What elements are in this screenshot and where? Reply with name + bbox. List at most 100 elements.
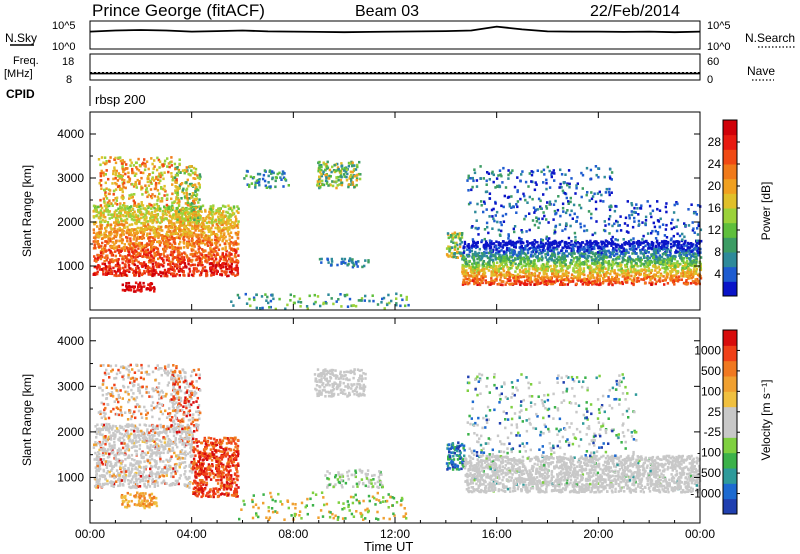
noise-sky-series: [89, 25, 701, 34]
range-cell: [517, 264, 520, 267]
range-cell: [197, 261, 200, 265]
range-cell: [210, 266, 213, 270]
range-cell: [283, 177, 287, 181]
range-cell: [663, 261, 666, 265]
range-cell: [680, 274, 683, 278]
range-cell: [611, 241, 615, 244]
range-cell: [129, 158, 132, 162]
range-cell: [119, 254, 122, 257]
range-cell: [113, 221, 116, 224]
range-cell: [358, 177, 362, 181]
range-cell: [137, 247, 140, 250]
range-cell: [489, 256, 492, 260]
range-cell: [490, 277, 493, 280]
range-cell: [199, 223, 202, 226]
range-cell: [219, 221, 223, 225]
noise-left-tick-bottom: 10^0: [52, 41, 76, 53]
range-cell: [662, 240, 666, 244]
range-cell: [135, 172, 138, 176]
range-cell: [109, 258, 112, 262]
range-cell: [202, 217, 205, 220]
range-cell: [669, 264, 672, 267]
range-cell: [171, 178, 174, 182]
range-cell: [167, 263, 170, 266]
range-cell: [146, 180, 149, 184]
range-cell: [632, 282, 635, 285]
range-cell: [272, 297, 275, 301]
range-cell: [159, 207, 162, 210]
range-cell: [139, 171, 143, 174]
range-cell: [473, 259, 476, 262]
range-cell: [524, 264, 527, 268]
range-cell: [207, 215, 210, 218]
range-cell: [124, 256, 128, 260]
range-cell: [555, 242, 558, 245]
range-cell: [194, 216, 197, 220]
range-cell: [151, 267, 155, 270]
range-cell: [583, 273, 586, 277]
range-cell: [464, 275, 467, 278]
range-cell: [540, 258, 544, 262]
range-cell: [119, 223, 122, 226]
range-cell: [598, 269, 601, 272]
range-cell: [219, 214, 222, 217]
range-cell: [611, 264, 614, 268]
range-cell: [150, 282, 154, 286]
range-cell: [579, 267, 582, 270]
range-cell: [105, 161, 108, 165]
range-cell: [678, 278, 681, 281]
range-cell: [133, 218, 136, 222]
range-cell: [607, 249, 610, 253]
range-cell: [166, 210, 170, 213]
range-cell: [459, 251, 462, 255]
range-cell: [132, 285, 135, 288]
range-cell: [695, 241, 699, 245]
range-cell: [127, 249, 130, 252]
range-cell: [642, 268, 645, 272]
range-cell: [93, 246, 97, 249]
range-cell: [99, 179, 102, 182]
range-cell: [162, 259, 165, 263]
range-cell: [149, 226, 152, 229]
range-cell: [143, 244, 146, 247]
range-cell: [128, 223, 131, 227]
range-cell: [675, 244, 679, 247]
range-cell: [97, 158, 101, 161]
range-cell: [168, 238, 171, 241]
range-cell: [102, 161, 105, 165]
range-cell: [161, 187, 165, 191]
range-cell: [680, 245, 684, 249]
range-cell: [127, 171, 130, 175]
range-cell: [203, 219, 207, 222]
range-cell: [216, 251, 219, 255]
range-cell: [278, 171, 281, 175]
range-cell: [573, 275, 576, 278]
range-cell: [614, 261, 618, 265]
range-cell: [589, 281, 592, 285]
range-cell: [328, 168, 332, 172]
range-cell: [177, 168, 181, 172]
range-cell: [117, 207, 120, 211]
range-cell: [345, 178, 349, 182]
range-cell: [229, 215, 232, 218]
range-cell: [113, 270, 116, 273]
range-cell: [508, 271, 511, 275]
range-cell: [136, 178, 139, 182]
range-cell: [193, 218, 196, 222]
range-cell: [450, 246, 454, 249]
range-cell: [592, 245, 596, 249]
range-cell: [178, 162, 181, 166]
range-cell: [116, 269, 120, 273]
range-cell: [227, 216, 231, 219]
range-cell: [673, 283, 676, 286]
range-cell: [603, 275, 606, 278]
range-cell: [198, 273, 202, 277]
range-cell: [106, 224, 109, 227]
range-cell: [231, 211, 235, 215]
range-cell: [150, 267, 153, 271]
range-cell: [505, 281, 508, 284]
range-cell: [643, 249, 646, 252]
range-cell: [125, 231, 128, 235]
range-cell: [190, 212, 193, 216]
range-cell: [229, 260, 232, 263]
